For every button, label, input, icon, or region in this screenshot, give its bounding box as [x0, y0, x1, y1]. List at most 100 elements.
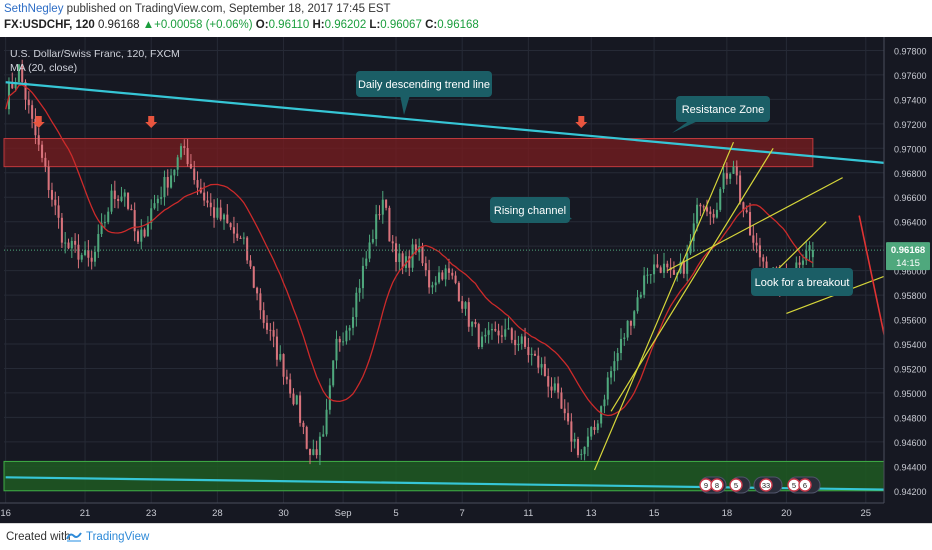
- candle-body: [262, 310, 265, 323]
- candle-body: [682, 261, 685, 274]
- candle-body: [279, 354, 282, 360]
- candle-body: [447, 268, 450, 273]
- candle-body: [54, 199, 57, 206]
- candle-body: [222, 214, 226, 220]
- candle-body: [705, 207, 709, 212]
- candle-body: [553, 383, 556, 391]
- candle-body: [100, 222, 103, 235]
- channel-callout-text: Rising channel: [494, 205, 566, 217]
- candle-body: [269, 329, 272, 331]
- candle-body: [626, 320, 629, 338]
- candle-body: [490, 328, 493, 331]
- candle-body: [497, 330, 500, 336]
- tradingview-link[interactable]: TradingView: [86, 531, 150, 543]
- candle-body: [388, 207, 391, 242]
- arrow-down-icon: [32, 115, 45, 128]
- candle-body: [748, 212, 752, 236]
- candle-body: [90, 257, 93, 262]
- candle-body: [395, 243, 398, 262]
- candle-body: [580, 454, 583, 456]
- candle-body: [308, 448, 312, 455]
- author-link[interactable]: SethNegley: [4, 3, 64, 15]
- candle-body: [570, 421, 573, 442]
- candle-body: [494, 328, 497, 331]
- candle-body: [441, 272, 444, 280]
- price-badge-value: 0.96168: [891, 245, 925, 256]
- candle-body: [348, 327, 351, 331]
- candle-body: [110, 190, 113, 212]
- candle-body: [97, 234, 100, 252]
- candle-body: [418, 246, 421, 253]
- arrow-down-icon: [145, 115, 158, 128]
- breakout-callout: Look for a breakout: [751, 268, 853, 296]
- candle-body: [272, 330, 275, 337]
- candle-body: [335, 338, 338, 361]
- candle-body: [179, 146, 183, 158]
- x-tick-label: 20: [781, 508, 792, 519]
- candle-body: [600, 406, 603, 424]
- candle-body: [586, 436, 589, 447]
- candle-body: [808, 245, 811, 251]
- low-value: 0.96067: [380, 19, 422, 31]
- candle-body: [17, 64, 20, 83]
- candle-body: [332, 360, 335, 386]
- close-label: C:: [425, 19, 438, 31]
- candle-body: [686, 253, 689, 274]
- candle-body: [206, 200, 209, 203]
- candle-body: [451, 272, 454, 276]
- candle-body: [643, 275, 646, 295]
- candle-body: [583, 446, 586, 455]
- published-text: published on TradingView.com, September …: [66, 3, 391, 15]
- price-chart[interactable]: 0.97800 0.97600 0.97400 0.97200 0.97000 0.968…: [0, 37, 932, 523]
- ma-line: [5, 84, 814, 417]
- candle-body: [401, 253, 404, 268]
- candle-body: [355, 292, 358, 318]
- candle-body: [292, 393, 295, 405]
- event-count: 5: [792, 481, 796, 490]
- candle-body: [563, 408, 566, 414]
- candle-body: [520, 336, 523, 344]
- candle-body: [424, 263, 427, 271]
- tradingview-logo-icon: [66, 532, 82, 542]
- event-count: 9: [704, 481, 708, 490]
- callouts: Daily descending trend line Resistance Zo…: [356, 71, 853, 296]
- candle-body: [457, 282, 460, 302]
- candle-body: [196, 180, 199, 188]
- candle-body: [481, 336, 484, 347]
- ma-layer: [5, 84, 814, 417]
- created-with-label: Created with: [6, 531, 71, 543]
- candle-body: [361, 265, 364, 289]
- candle-body: [146, 223, 149, 237]
- candle-body: [166, 176, 169, 188]
- open-value: 0.96110: [268, 19, 310, 31]
- candle-body: [765, 261, 768, 274]
- candle-body: [232, 227, 235, 234]
- channel-callout: Rising channel: [490, 197, 572, 223]
- y-tick-label: 0.94200: [894, 487, 927, 497]
- candle-body: [616, 353, 619, 362]
- close-value: 0.96168: [437, 19, 479, 31]
- candle-body: [398, 253, 401, 262]
- candle-body: [153, 203, 156, 209]
- breakout-callout-text: Look for a breakout: [755, 277, 850, 289]
- y-tick-label: 0.95200: [894, 364, 927, 374]
- chart-area[interactable]: 0.97800 0.97600 0.97400 0.97200 0.97000 0.968…: [0, 37, 932, 523]
- candle-body: [127, 192, 130, 209]
- candle-body: [629, 320, 632, 326]
- candle-body: [752, 235, 755, 243]
- candle-body: [14, 82, 17, 89]
- candle-body: [11, 83, 14, 89]
- candle-body: [87, 250, 90, 258]
- candle-body: [739, 175, 742, 203]
- y-tick-label: 0.96600: [894, 193, 927, 203]
- y-tick-label: 0.97200: [894, 120, 927, 130]
- candle-body: [44, 157, 47, 167]
- candle-body: [719, 189, 722, 210]
- candle-body: [590, 427, 593, 437]
- candle-body: [414, 244, 417, 253]
- event-badges: 9 8 5 33 5 6: [699, 476, 821, 494]
- candle-body: [203, 192, 206, 201]
- candle-body: [646, 274, 649, 276]
- candle-body: [74, 240, 77, 245]
- x-tick-label: 30: [278, 508, 289, 519]
